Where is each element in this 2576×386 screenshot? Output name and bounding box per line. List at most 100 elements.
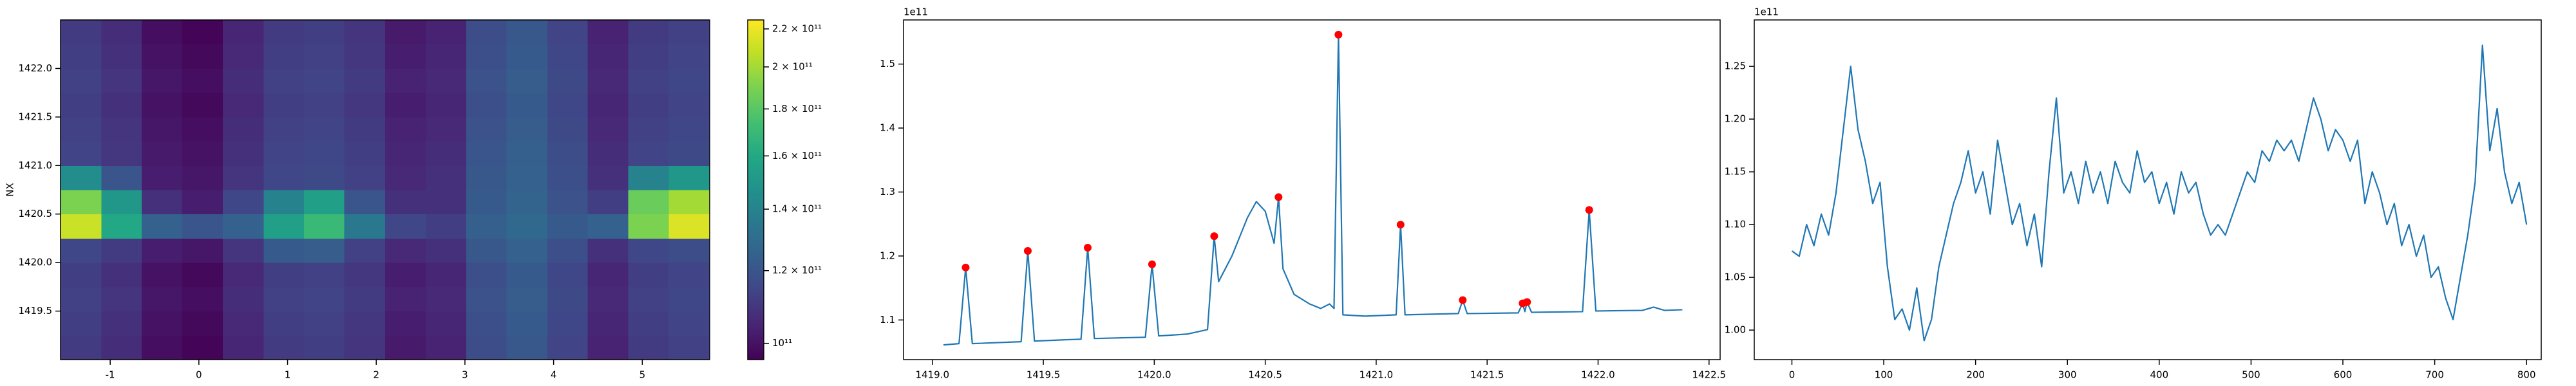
heatmap-cell [506,93,548,118]
heatmap-cell [547,190,589,215]
heatmap-cell [506,335,548,360]
x-tick-label: 800 [2517,369,2536,381]
x-tick-label: 1421.0 [1359,369,1394,381]
x-tick-label: 700 [2425,369,2444,381]
heatmap-cell [426,238,467,263]
heatmap-cell [142,262,183,288]
heatmap-cell [466,238,507,263]
heatmap-cell [587,141,629,166]
heatmap-cell [142,116,183,142]
heatmap-cell [304,68,345,93]
heatmap-cell [101,93,142,118]
heatmap-cell [426,214,467,239]
heatmap-cell [304,311,345,336]
heatmap-cell [587,93,629,118]
data-line [1791,44,2528,342]
heatmap-cell [61,44,102,69]
heatmap-cell [426,93,467,118]
heatmap-cell [344,165,386,190]
heatmap-cell [506,165,548,190]
heatmap-cell [547,116,589,142]
heatmap-cell [668,44,710,69]
heatmap-cell [182,190,223,215]
heatmap-cell [668,262,710,288]
heatmap-cell [385,311,426,336]
heatmap-cell [668,20,710,45]
heatmap-cell [628,44,670,69]
heatmap-cell [263,238,305,263]
heatmap-cell [304,44,345,69]
heatmap-cell [182,214,223,239]
heatmap-cell [587,262,629,288]
heatmap-cell [628,20,670,45]
heatmap-cell [426,116,467,142]
heatmap-cell [344,335,386,360]
heatmap-cell [668,311,710,336]
heatmap-cell [426,190,467,215]
x-tick-label: -1 [106,369,115,381]
heatmap-cell [628,116,670,142]
heatmap-cell [426,20,467,45]
y-tick-label: 1.2 [880,250,895,261]
heatmap-cell [142,335,183,360]
heatmap-cell [263,165,305,190]
heatmap-cell [101,190,142,215]
heatmap-cell [182,44,223,69]
x-tick-label: 0 [1789,369,1795,381]
peak-marker [1585,206,1593,214]
heatmap-cell [506,262,548,288]
heatmap-cell [263,214,305,239]
heatmap-cell [223,93,264,118]
x-tick-label: 300 [2058,369,2077,381]
axis-offset-text: 1e11 [904,6,928,18]
heatmap-cell [344,44,386,69]
heatmap-cell [385,286,426,312]
heatmap-cell [587,238,629,263]
x-tick-label: 1420.0 [1137,369,1171,381]
heatmap-cell [506,214,548,239]
heatmap-cell [344,20,386,45]
y-tick-label: 1.10 [1725,219,1746,230]
heatmap-cell [344,262,386,288]
y-tick-label: 1.00 [1725,324,1746,336]
y-tick-label: 1421.0 [19,160,53,171]
heatmap-cell [668,68,710,93]
heatmap-cell [628,335,670,360]
heatmap-cell [506,141,548,166]
heatmap-cell [628,286,670,312]
heatmap-cell [587,68,629,93]
heatmap-cell [344,93,386,118]
heatmap-cell [223,214,264,239]
axis-offset-text: 1e11 [1754,6,1779,18]
heatmap-cell [506,311,548,336]
x-tick-label: 5 [639,369,646,381]
heatmap-cell [61,262,102,288]
heatmap-cell [547,311,589,336]
heatmap-cell [223,190,264,215]
heatmap-cell [506,20,548,45]
heatmap-cell [61,165,102,190]
heatmap-cell [101,165,142,190]
heatmap-cell [182,311,223,336]
heatmap-cell [506,190,548,215]
x-tick-label: 1419.0 [916,369,950,381]
heatmap-cell [61,68,102,93]
heatmap-cell [263,68,305,93]
heatmap-cell [426,335,467,360]
heatmap-cell [304,238,345,263]
heatmap-cell [426,262,467,288]
y-axis-label: NX [5,183,16,197]
peak-marker [1274,193,1283,201]
heatmap-cell [101,335,142,360]
heatmap-cell [587,214,629,239]
heatmap-cell [101,238,142,263]
x-tick-label: 0 [196,369,202,381]
x-tick-label: 1422.5 [1692,369,1727,381]
heatmap-cell [547,286,589,312]
heatmap-cell [385,141,426,166]
colorbar-tick-label: 10¹¹ [772,337,792,349]
heatmap-cell [223,68,264,93]
colorbar-frame [747,19,764,360]
heatmap-cell [344,116,386,142]
